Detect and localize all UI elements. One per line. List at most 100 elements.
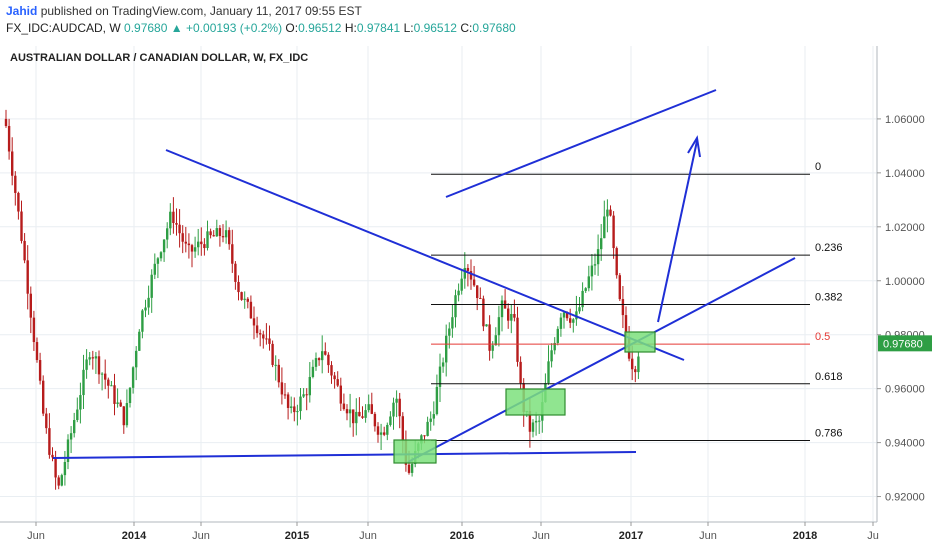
candle-body-194 (606, 209, 609, 217)
candle-body-41 (131, 367, 135, 388)
candlestick-chart[interactable]: 0 0.236 0.382 0.5 0.618 0.786 AUSTRALIAN DOLL… (0, 40, 932, 551)
price-tag: 0.97680 (878, 335, 932, 352)
candle-body-19 (63, 461, 67, 476)
candle-body-142 (445, 335, 448, 363)
candle-body-87 (274, 364, 277, 366)
high-label: H: (344, 21, 357, 35)
x-axis-ticks: Jun 2014 Jun 2015 Jun 2016 Jun 2017 Jun 2018 Ju (27, 522, 879, 542)
candle-body-66 (209, 231, 212, 236)
candle-body-59 (187, 243, 191, 246)
candle-body-197 (615, 248, 618, 276)
candle-body-58 (184, 241, 187, 244)
candle-body-169 (528, 411, 532, 432)
chart-frame[interactable]: 0 0.236 0.382 0.5 0.618 0.786 AUSTRALIAN DOLL… (0, 40, 932, 551)
fib-level-label-2: 0.382 (815, 291, 843, 303)
descending-trendline[interactable] (165, 149, 685, 361)
candle-body-181 (565, 312, 569, 319)
candle-body-20 (66, 439, 70, 462)
candle-body-53 (169, 211, 172, 229)
candle-body-56 (178, 224, 181, 234)
y-tick-label-6: 1.02000 (885, 222, 925, 234)
candle-body-124 (389, 416, 392, 425)
candle-body-45 (144, 307, 147, 311)
arrow-head-icon (687, 135, 701, 158)
candle-body-150 (469, 271, 473, 280)
candle-body-186 (581, 290, 584, 308)
candle-body-165 (516, 317, 519, 362)
candle-body-14 (48, 428, 51, 455)
candle-body-140 (438, 366, 442, 387)
candle-body-115 (361, 416, 364, 418)
fibonacci-retracement[interactable]: 0 0.236 0.382 0.5 0.618 0.786 (431, 161, 843, 441)
candle-body-126 (395, 398, 398, 403)
candle-body-143 (448, 328, 451, 336)
candle-body-185 (578, 307, 581, 312)
high-value: 0.97841 (356, 21, 401, 35)
candle-body-25 (82, 369, 85, 396)
candle-body-28 (91, 357, 94, 359)
candle-body-64 (203, 244, 206, 249)
candle-body-101 (317, 358, 321, 361)
candle-body-99 (311, 366, 315, 377)
candle-body-148 (463, 267, 466, 279)
candle-body-83 (262, 334, 265, 339)
candle-body-123 (386, 424, 389, 435)
candle-body-23 (76, 409, 79, 421)
candle-body-9 (32, 317, 36, 343)
author-name[interactable]: Jahid (6, 4, 38, 18)
candle-body-70 (221, 236, 225, 238)
candle-body-55 (175, 222, 178, 225)
candle-body-170 (531, 422, 535, 432)
candle-body-176 (550, 350, 553, 362)
highlight-box-may-2016[interactable] (505, 388, 566, 416)
candle-body-96 (302, 394, 305, 397)
candle-body-94 (296, 411, 299, 413)
candle-body-2 (11, 151, 14, 176)
candle-body-72 (228, 230, 231, 245)
trendlines[interactable] (52, 89, 796, 464)
y-tick-label-3: 0.96000 (885, 384, 925, 396)
support-trendline[interactable] (52, 451, 637, 459)
candle-body-136 (426, 421, 429, 436)
candle-body-111 (348, 409, 352, 414)
candle-body-158 (494, 335, 497, 346)
candle-body-164 (513, 313, 516, 318)
candle-body-81 (255, 325, 259, 334)
y-tick-label-8: 1.06000 (885, 114, 925, 126)
candle-body-86 (271, 343, 274, 365)
candle-body-63 (200, 241, 203, 245)
ascending-trendline[interactable] (407, 257, 796, 463)
x-tick-label-9: 2018 (793, 530, 817, 542)
candle-body-71 (224, 230, 228, 238)
candle-body-159 (497, 317, 501, 336)
candle-body-88 (277, 364, 280, 383)
candle-body-192 (600, 238, 603, 250)
highlight-box-aug-2015[interactable] (393, 439, 437, 464)
candle-body-147 (460, 278, 463, 291)
candle-body-22 (73, 420, 76, 434)
fib-level-label-4: 0.618 (815, 371, 843, 383)
price-change: +0.00193 (+0.2%) (186, 21, 283, 35)
candle-body-51 (162, 239, 166, 253)
candle-body-18 (60, 475, 63, 486)
candle-body-3 (14, 175, 17, 193)
candle-body-7 (26, 260, 29, 294)
candle-body-188 (587, 276, 590, 289)
highlight-box-jan-2017[interactable] (624, 331, 656, 353)
candle-body-177 (553, 342, 556, 351)
candle-body-12 (42, 380, 45, 414)
candle-body-46 (147, 297, 150, 308)
candle-body-189 (590, 265, 594, 277)
up-triangle-icon: ▲ (170, 21, 183, 35)
open-label: O: (285, 21, 299, 35)
projection-arrow[interactable] (657, 140, 698, 323)
candle-body-24 (79, 395, 82, 410)
candles (4, 109, 640, 490)
y-tick-label-7: 1.04000 (885, 168, 925, 180)
candle-body-196 (612, 215, 615, 249)
channel-top-line[interactable] (445, 89, 717, 198)
candle-body-39 (125, 403, 129, 426)
candle-body-60 (190, 245, 194, 252)
candle-body-89 (280, 382, 284, 395)
candle-body-75 (237, 281, 240, 293)
